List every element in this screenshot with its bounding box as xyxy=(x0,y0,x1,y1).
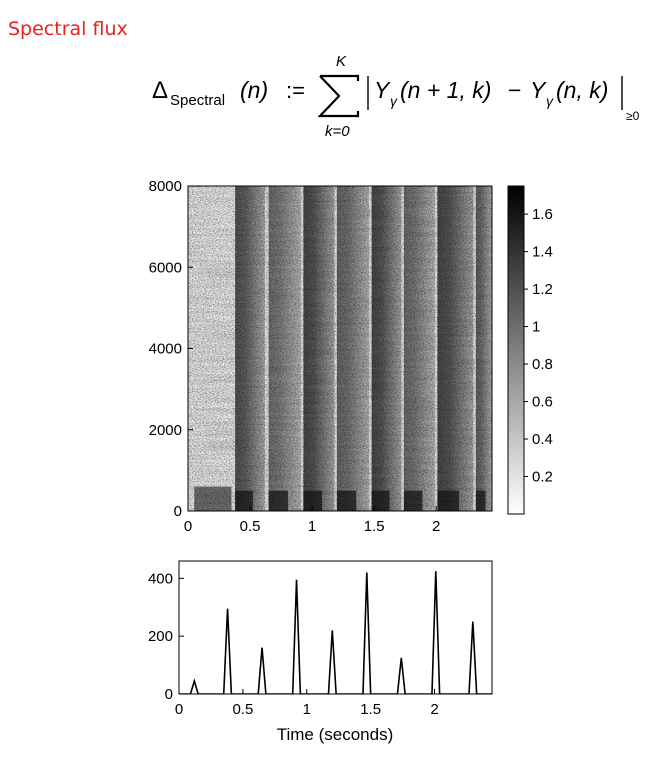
spectrogram-y-tick-label: 0 xyxy=(174,503,182,520)
spectrogram-band xyxy=(371,186,402,511)
formula-term-b-args: (n, k) xyxy=(556,77,608,103)
formula-bound-subscript: ≥0 xyxy=(626,109,640,123)
spectrogram-x-tick-label: 0 xyxy=(184,518,192,535)
flux-series xyxy=(179,571,492,694)
flux-x-tick-label: 0 xyxy=(175,701,183,718)
flux-x-axis-label: Time (seconds) xyxy=(277,725,394,744)
flux-x-tick-label: 0.5 xyxy=(232,701,253,718)
spectral-flux-chart: 0 0.5 1 1.5 2 0 200 400 Time (seconds) xyxy=(148,560,493,744)
spectrogram-low-band xyxy=(475,490,486,511)
formula-lhs-arg: (n) xyxy=(240,77,268,103)
spectrogram-band xyxy=(303,186,335,511)
spectrogram-y-tick-label: 8000 xyxy=(149,178,182,195)
formula-sum-upper: K xyxy=(336,53,347,70)
colorbar-tick-label: 1.6 xyxy=(532,206,553,223)
colorbar-tick-label: 1.2 xyxy=(532,281,553,298)
formula-term-a-sub: γ xyxy=(390,93,398,109)
spectrogram-x-tick-label: 0.5 xyxy=(240,518,261,535)
spectrogram-y-tick-label: 4000 xyxy=(149,341,182,358)
flux-y-tick-label: 200 xyxy=(148,628,173,645)
formula-delta: Δ xyxy=(152,77,168,104)
spectrogram-x-tick-label: 2 xyxy=(432,518,440,535)
colorbar-tick-label: 0.6 xyxy=(532,394,553,411)
slide-title: Spectral flux xyxy=(8,18,128,40)
spectrogram-axes: 0 0.5 1 1.5 2 0 2000 4000 6000 8000 xyxy=(149,178,441,535)
flux-line xyxy=(179,571,492,694)
spectrogram-streaks xyxy=(188,186,492,511)
spectrogram-noise xyxy=(188,186,492,511)
spectrogram-low-band xyxy=(303,490,323,511)
spectrogram-band xyxy=(336,186,370,511)
formula-term-a: Y xyxy=(374,77,391,103)
spectrogram-low-band xyxy=(371,490,390,511)
colorbar-tick-label: 0.4 xyxy=(532,431,553,448)
formula-term-a-args: (n + 1, k) xyxy=(400,77,491,103)
spectrogram-y-tick-label: 2000 xyxy=(149,422,182,439)
spectrogram-band xyxy=(268,186,301,511)
colorbar-ticks: 0.2 0.4 0.6 0.8 1 1.2 1.4 1.6 xyxy=(524,206,553,486)
flux-x-tick-label: 1.5 xyxy=(360,701,381,718)
formula-delta-subscript: Spectral xyxy=(170,92,225,109)
spectrogram-y-tick-label: 6000 xyxy=(149,259,182,276)
formula-assign: := xyxy=(286,78,305,103)
formula-term-b: Y xyxy=(530,77,547,103)
flux-axes: 0 0.5 1 1.5 2 0 200 400 xyxy=(148,570,439,718)
colorbar-tick-label: 1 xyxy=(532,319,540,336)
spectrogram-x-tick-label: 1.5 xyxy=(364,518,385,535)
spectrogram-bands xyxy=(194,186,492,511)
spectrogram-band xyxy=(437,186,474,511)
colorbar-tick-label: 0.8 xyxy=(532,356,553,373)
flux-y-tick-label: 400 xyxy=(148,570,173,587)
spectrogram-band xyxy=(475,186,492,511)
colorbar-tick-label: 0.2 xyxy=(532,469,553,486)
colorbar: 0.2 0.4 0.6 0.8 1 1.2 1.4 1.6 xyxy=(507,185,553,515)
colorbar-gradient xyxy=(507,185,525,515)
colorbar-tick-label: 1.4 xyxy=(532,244,553,261)
spectrogram-low-band xyxy=(235,490,254,511)
spectrogram-heatmap: 0 0.5 1 1.5 2 0 2000 4000 6000 8000 xyxy=(149,178,493,535)
spectrogram-frame xyxy=(187,185,493,512)
flux-y-tick-label: 0 xyxy=(165,686,173,703)
spectral-flux-formula: Δ Spectral (n) := K k=0 Y γ (n + 1, k) −… xyxy=(152,53,640,140)
spectrogram-x-tick-label: 1 xyxy=(308,518,316,535)
formula-term-b-sub: γ xyxy=(546,93,554,109)
spectrogram-low-band xyxy=(437,490,459,511)
formula-minus: − xyxy=(508,77,521,103)
spectrogram-band xyxy=(403,186,435,511)
spectrogram-low-band xyxy=(403,490,423,511)
flux-x-tick-label: 2 xyxy=(430,701,438,718)
flux-x-tick-label: 1 xyxy=(303,701,311,718)
spectrogram-onset-blob xyxy=(194,486,232,511)
formula-sum-lower: k=0 xyxy=(325,123,350,140)
spectrogram-low-band xyxy=(268,490,289,511)
flux-plot-frame xyxy=(178,560,493,695)
summation-sign xyxy=(317,74,360,118)
spectrogram-band xyxy=(235,186,265,511)
spectrogram-background xyxy=(188,186,492,511)
spectrogram-low-band xyxy=(336,490,357,511)
